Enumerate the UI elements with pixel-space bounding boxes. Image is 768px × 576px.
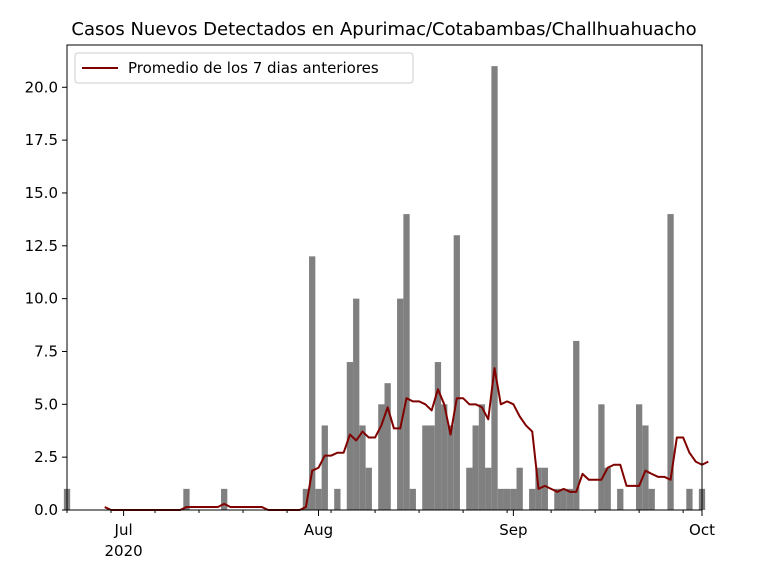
bar [560,488,567,510]
bar [384,383,391,510]
bar [554,488,561,510]
y-tick-label: 5.0 [34,395,58,413]
bar [365,467,372,510]
bar [604,467,611,510]
bar [447,425,454,510]
legend-label: Promedio de los 7 dias anteriores [128,59,379,77]
bar [541,467,548,510]
bar [667,214,674,510]
bar [378,404,385,510]
y-axis: 0.0 2.5 5.0 7.5 10.0 12.5 15.0 17.5 20.0 [25,78,67,519]
bar [617,488,624,510]
y-tick-label: 12.5 [25,237,58,255]
bar [359,425,366,510]
bar [529,488,536,510]
bar [598,404,605,510]
bar [472,425,479,510]
bar [434,362,442,510]
bar [648,488,655,510]
y-tick-label: 2.5 [34,448,58,466]
average-line-series [104,367,709,511]
y-tick-label: 15.0 [25,184,58,202]
bar [221,488,228,510]
bar [573,340,580,510]
x-tick-label: Oct [689,521,715,539]
bar [497,488,504,510]
bar [183,488,190,510]
bar [409,488,416,510]
bar [334,488,341,510]
bar [453,235,460,511]
bar [510,488,517,510]
legend: Promedio de los 7 dias anteriores [74,52,414,84]
bar [353,298,360,510]
x-tick-label: Aug [304,521,333,539]
x-axis: Jul 2020 Aug Sep Oct [66,510,715,560]
plot-frame [66,44,703,511]
bar [302,488,310,510]
bar [478,404,486,510]
bar [315,488,322,510]
bar [491,66,498,510]
x-tick-year-label: 2020 [104,542,142,560]
bar [441,404,448,510]
bar [321,425,328,510]
bar [516,467,523,510]
bar [397,298,404,510]
average-line [104,367,709,511]
bar [566,488,574,510]
bar [635,404,643,510]
bar [642,425,649,510]
legend-box [74,52,414,84]
bar-series [63,66,706,511]
y-tick-label: 10.0 [25,290,58,308]
x-tick-label: Sep [499,521,527,539]
y-tick-label: 17.5 [25,131,58,149]
x-tick-label: Jul [114,521,133,539]
bar [686,488,693,510]
bar [309,256,316,510]
bar [485,467,492,510]
bar [503,488,511,510]
bar [403,214,410,510]
chart-title: Casos Nuevos Detectados en Apurimac/Cota… [71,19,696,40]
bar [466,467,473,510]
bar [422,425,429,510]
y-tick-label: 0.0 [34,501,58,519]
y-tick-label: 20.0 [25,78,58,96]
bar [428,425,435,510]
y-tick-label: 7.5 [34,342,58,360]
